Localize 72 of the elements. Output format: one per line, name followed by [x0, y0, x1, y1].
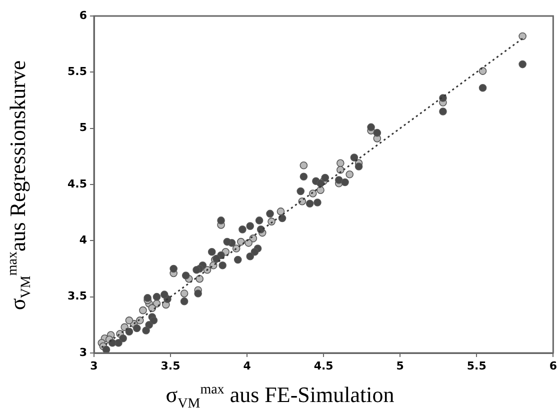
point — [518, 32, 526, 40]
point — [170, 264, 178, 273]
point — [139, 306, 147, 314]
point — [306, 200, 314, 208]
point — [196, 274, 204, 283]
point — [246, 252, 254, 260]
y-tick-label: 3.5 — [68, 290, 87, 303]
point — [208, 248, 216, 256]
point — [180, 297, 188, 306]
point — [192, 266, 200, 274]
point — [308, 190, 317, 198]
point — [354, 162, 363, 170]
x-tick-label: 4 — [243, 359, 252, 372]
point — [300, 162, 308, 170]
point — [119, 334, 127, 342]
point — [266, 210, 274, 218]
point — [268, 218, 276, 226]
point — [276, 208, 285, 216]
x-tick-label: 5.5 — [466, 359, 486, 372]
point — [182, 272, 190, 280]
point — [316, 179, 324, 188]
point — [180, 290, 188, 298]
point — [300, 172, 308, 181]
point — [250, 248, 259, 256]
point — [125, 328, 134, 336]
point — [336, 159, 344, 168]
x-tick-label: 3.5 — [160, 359, 180, 372]
point — [144, 294, 152, 302]
point — [223, 238, 232, 246]
point — [478, 84, 487, 92]
y-tick-label: 5.5 — [68, 65, 87, 78]
point — [238, 226, 246, 234]
point — [439, 108, 447, 116]
point — [296, 187, 305, 196]
point — [373, 128, 382, 137]
point — [350, 154, 358, 162]
point — [102, 346, 110, 353]
point — [142, 326, 150, 334]
y-tick-label: 6 — [79, 8, 88, 22]
x-tick-label: 4.5 — [314, 359, 334, 372]
x-tick-label: 3 — [90, 359, 98, 372]
point — [234, 256, 242, 264]
point — [217, 216, 225, 224]
point — [160, 290, 168, 298]
point — [132, 324, 141, 332]
point — [246, 222, 254, 230]
point — [518, 60, 526, 68]
y-tick-label: 3 — [79, 346, 87, 359]
point — [367, 123, 375, 132]
point — [321, 174, 330, 182]
x-axis-title: σ$_{VM}$$^{max}$ aus FE-Simulation — [164, 382, 396, 412]
x-tick-label: 5 — [396, 359, 404, 372]
point — [255, 216, 264, 224]
x-tick-label: 6 — [549, 359, 558, 372]
y-tick-label: 5 — [79, 121, 87, 134]
point — [237, 238, 245, 246]
point — [314, 198, 322, 206]
point — [194, 290, 202, 298]
point — [218, 261, 226, 270]
y-tick-label: 4 — [79, 234, 88, 247]
point — [334, 176, 343, 184]
point — [125, 316, 134, 324]
point — [478, 67, 487, 75]
point — [108, 338, 116, 347]
point — [341, 178, 349, 186]
point — [346, 170, 354, 178]
point — [278, 214, 286, 222]
y-tick-label: 4.5 — [68, 177, 87, 190]
point — [244, 239, 252, 247]
point — [152, 292, 161, 301]
point — [150, 316, 158, 324]
point — [316, 186, 324, 194]
